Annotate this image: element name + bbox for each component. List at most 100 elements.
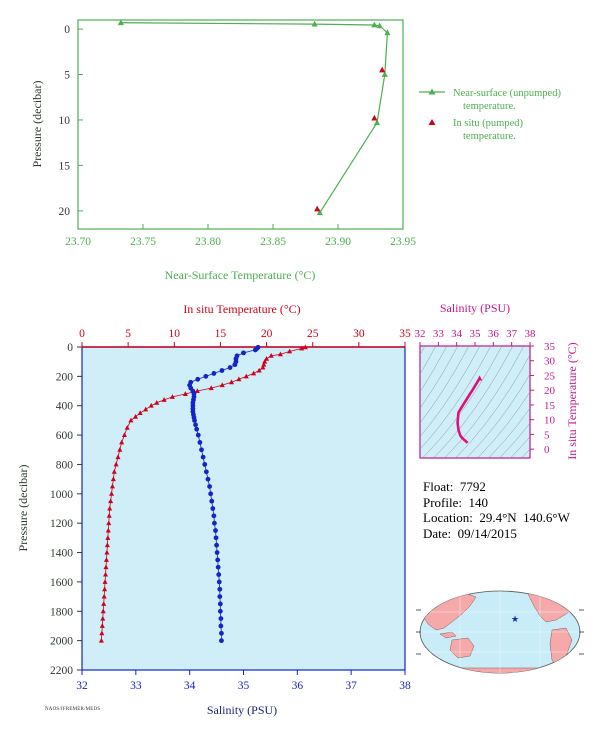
salinity-point xyxy=(219,638,224,644)
salinity-point xyxy=(216,579,222,585)
salinity-point xyxy=(212,520,217,526)
ts-contour-line xyxy=(444,346,525,458)
ts-plot-area xyxy=(419,345,531,459)
near-surface-x-tick-label: 23.85 xyxy=(260,236,286,248)
temperature-point xyxy=(219,382,225,388)
near-surface-unpumped-point xyxy=(384,29,391,36)
temperature-point xyxy=(101,593,107,599)
near-surface-x-tick-label: 23.80 xyxy=(195,236,221,248)
temperature-point xyxy=(161,397,167,402)
salinity-point xyxy=(208,491,214,497)
temperature-point xyxy=(107,505,113,511)
temperature-point xyxy=(236,376,242,382)
in-situ-pumped-point xyxy=(379,66,386,73)
pressure-tick-label: 2200 xyxy=(50,665,73,677)
ts-contour-line xyxy=(466,373,530,458)
ts-contour-line xyxy=(420,346,426,356)
temperature-point xyxy=(117,446,123,452)
near-surface-x-tick-label: 23.75 xyxy=(130,236,156,248)
temperature-point xyxy=(100,615,106,621)
temperature-point xyxy=(143,406,149,412)
salinity-tick-label: 36 xyxy=(292,680,304,692)
near-surface-y-tick-label: 10 xyxy=(59,115,71,127)
temperature-point xyxy=(251,370,257,376)
ts-curve xyxy=(456,377,481,444)
temperature-point xyxy=(108,498,114,504)
near-surface-x-axis-label: Near-Surface Temperature (°C) xyxy=(165,268,316,282)
salinity-tick-label: 34 xyxy=(184,680,196,692)
temperature-point xyxy=(113,461,119,467)
pressure-tick-label: 1600 xyxy=(50,577,73,589)
legend-pumped-marker xyxy=(428,119,436,125)
temperature-point xyxy=(104,542,110,548)
profile-chart: 0 5 10 15 20 25 30 35 32 33 34 35 36 37 38 0 200 400 600… xyxy=(16,302,411,717)
ts-y-tick-label: 20 xyxy=(544,385,556,397)
map-land-south-america xyxy=(549,627,573,669)
temperature-point xyxy=(106,513,112,518)
ts-temperature-axis-label: In situ Temperature (°C) xyxy=(565,342,579,459)
temperature-point xyxy=(128,417,134,423)
ts-contour-line xyxy=(522,326,601,468)
salinity-point xyxy=(216,572,222,577)
temperature-point xyxy=(103,571,109,577)
ts-contour-line xyxy=(420,346,437,375)
ts-x-tick-label: 37 xyxy=(506,328,518,340)
profile-number: Profile: 140 xyxy=(423,494,488,510)
salinity-point xyxy=(210,506,216,511)
salinity-point xyxy=(211,513,217,519)
temperature-point xyxy=(99,630,105,636)
near-surface-unpumped-point xyxy=(381,71,388,77)
near-surface-y-axis-label: Pressure (decibar) xyxy=(30,81,44,168)
ts-surface-point xyxy=(476,375,483,381)
salinity-point xyxy=(193,422,198,428)
temperature-point xyxy=(287,348,293,354)
ts-y-tick-label: 30 xyxy=(544,356,556,368)
pressure-tick-label: 600 xyxy=(56,430,74,442)
salinity-point xyxy=(217,601,223,607)
near-surface-y-tick-label: 20 xyxy=(59,206,71,218)
temperature-point xyxy=(261,361,267,367)
ts-y-tick-label: 10 xyxy=(544,415,556,427)
temperature-point xyxy=(302,344,308,350)
salinity-tick-label: 37 xyxy=(345,680,357,692)
temperature-point xyxy=(299,345,305,351)
ts-contour-line xyxy=(420,346,470,424)
pressure-tick-label: 2000 xyxy=(50,636,73,648)
ts-contour-line xyxy=(420,346,459,409)
ts-x-tick-label: 34 xyxy=(451,328,463,340)
temperature-point xyxy=(98,637,104,643)
temperature-point xyxy=(194,388,200,394)
ts-density-contours xyxy=(420,326,601,468)
temperature-axis-title: In situ Temperature (°C) xyxy=(183,302,300,316)
temperature-point xyxy=(103,564,109,570)
ts-contour-line xyxy=(422,346,503,458)
ts-y-tick-label: 15 xyxy=(544,400,556,412)
ts-contour-line xyxy=(488,407,530,458)
salinity-point xyxy=(211,371,217,376)
pressure-tick-label: 1400 xyxy=(50,548,73,560)
salinity-point xyxy=(252,347,258,353)
temperature-tick-label: 10 xyxy=(169,328,181,340)
temperature-point xyxy=(109,483,115,489)
temperature-point xyxy=(100,608,106,614)
temperature-tick-label: 25 xyxy=(307,328,319,340)
pressure-tick-label: 1000 xyxy=(50,489,73,501)
temperature-point xyxy=(208,385,214,391)
salinity-tick-label: 38 xyxy=(399,680,411,692)
salinity-point xyxy=(217,594,223,599)
float-location-marker: ★ xyxy=(511,614,519,624)
map-ticks xyxy=(416,609,584,655)
near-surface-unpumped-point xyxy=(376,22,383,29)
legend-pumped-label: In situ (pumped) temperature. xyxy=(453,118,526,142)
salinity-point xyxy=(241,350,246,356)
temperature-tick-label: 15 xyxy=(215,328,227,340)
temperature-point xyxy=(102,586,108,592)
salinity-point xyxy=(215,557,221,563)
in-situ-pumped-point xyxy=(371,114,378,121)
float-info-panel: Float: 7792 Profile: 140 Location: 29.4°… xyxy=(423,479,570,541)
salinity-point xyxy=(200,454,206,460)
temperature-tick-label: 35 xyxy=(399,328,411,340)
near-surface-unpumped-point xyxy=(316,209,323,216)
ts-x-tick-label: 38 xyxy=(525,328,537,340)
ts-y-tick-label: 25 xyxy=(544,370,556,382)
